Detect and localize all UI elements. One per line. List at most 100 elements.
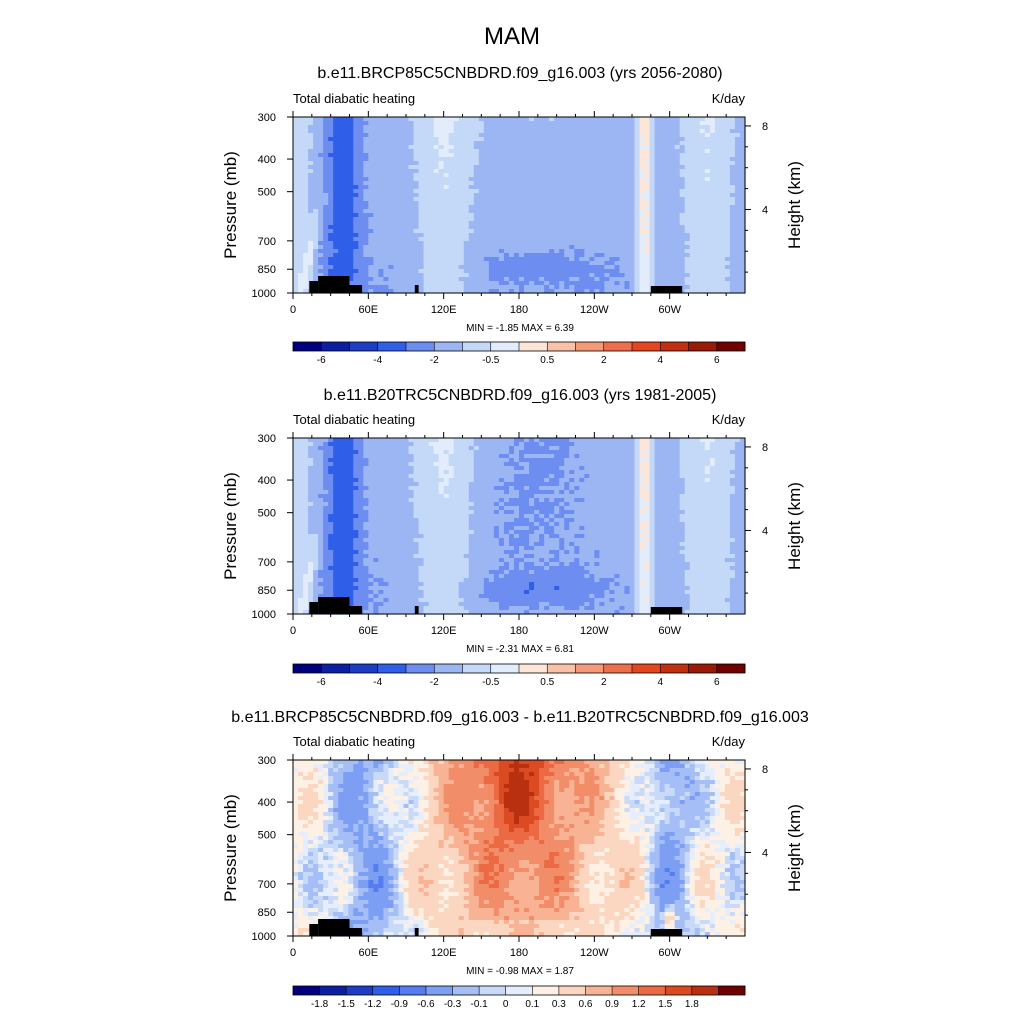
heat-cell bbox=[393, 285, 400, 290]
heat-cell bbox=[699, 145, 706, 150]
heat-cell bbox=[654, 213, 661, 218]
heat-cell bbox=[333, 157, 339, 162]
heat-cell bbox=[624, 161, 631, 166]
heat-cell bbox=[468, 209, 475, 214]
heat-cell bbox=[734, 462, 741, 467]
heat-cell bbox=[554, 153, 560, 158]
heat-cell bbox=[483, 249, 490, 254]
heat-cell bbox=[614, 133, 621, 138]
heat-cell bbox=[529, 177, 535, 182]
heat-cell bbox=[323, 458, 329, 463]
heat-cell bbox=[544, 129, 550, 134]
heat-cell bbox=[438, 169, 445, 174]
heat-cell bbox=[624, 261, 631, 266]
heat-cell bbox=[579, 209, 585, 214]
heat-cell bbox=[343, 161, 349, 166]
heat-cell bbox=[739, 193, 746, 198]
heat-cell bbox=[413, 470, 420, 475]
heat-cell bbox=[599, 446, 605, 451]
heat-cell bbox=[604, 205, 610, 210]
heat-cell bbox=[463, 462, 470, 467]
heat-cell bbox=[629, 474, 636, 479]
heat-cell bbox=[724, 454, 731, 459]
heat-cell bbox=[579, 229, 585, 234]
heat-cell bbox=[483, 161, 490, 166]
heat-cell bbox=[458, 125, 465, 130]
heat-cell bbox=[333, 129, 339, 134]
heat-cell bbox=[609, 462, 616, 467]
heat-cell bbox=[408, 129, 415, 134]
heat-cell bbox=[549, 145, 555, 150]
heat-cell bbox=[423, 125, 430, 130]
heat-cell bbox=[619, 470, 626, 475]
heat-cell bbox=[674, 438, 681, 443]
heat-cell bbox=[513, 458, 520, 463]
heat-cell bbox=[333, 209, 339, 214]
heat-cell bbox=[393, 466, 400, 471]
heat-cell bbox=[398, 177, 405, 182]
heat-cell bbox=[549, 117, 555, 122]
heat-cell bbox=[609, 249, 616, 254]
heat-cell bbox=[423, 458, 430, 463]
heat-cell bbox=[724, 181, 731, 186]
heat-cell bbox=[403, 257, 410, 262]
heat-cell bbox=[629, 221, 636, 226]
heat-cell bbox=[293, 241, 299, 246]
heat-cell bbox=[408, 209, 415, 214]
heat-cell bbox=[709, 169, 716, 174]
heat-cell bbox=[594, 141, 600, 146]
heat-cell bbox=[508, 466, 515, 471]
heat-cell bbox=[559, 438, 565, 443]
heat-cell bbox=[438, 245, 445, 250]
heat-cell bbox=[594, 209, 600, 214]
heat-cell bbox=[503, 237, 510, 242]
heat-cell bbox=[373, 442, 379, 447]
heat-cell bbox=[458, 205, 465, 210]
heat-cell bbox=[704, 185, 711, 190]
heat-cell bbox=[629, 133, 636, 138]
heat-cell bbox=[609, 265, 616, 270]
heat-cell bbox=[353, 265, 359, 270]
heat-cell bbox=[403, 229, 410, 234]
heat-cell bbox=[323, 225, 329, 230]
heat-cell bbox=[338, 470, 344, 475]
heat-cell bbox=[488, 225, 495, 230]
heat-cell bbox=[679, 229, 686, 234]
heat-cell bbox=[524, 117, 530, 122]
heat-cell bbox=[714, 169, 721, 174]
heat-cell bbox=[739, 177, 746, 182]
heat-cell bbox=[634, 281, 641, 286]
heat-cell bbox=[408, 121, 415, 126]
heat-cell bbox=[313, 169, 319, 174]
heat-cell bbox=[338, 233, 344, 238]
heat-cell bbox=[333, 141, 339, 146]
heat-cell bbox=[524, 249, 530, 254]
heat-cell bbox=[478, 133, 485, 138]
heat-cell bbox=[503, 181, 510, 186]
heat-cell bbox=[519, 209, 525, 214]
heat-cell bbox=[529, 442, 535, 447]
heat-cell bbox=[529, 466, 535, 471]
heat-cell bbox=[383, 257, 390, 262]
heat-cell bbox=[323, 209, 329, 214]
heat-cell bbox=[594, 462, 600, 467]
heat-cell bbox=[539, 165, 545, 170]
heat-cell bbox=[624, 265, 631, 270]
heat-cell bbox=[539, 153, 545, 158]
heat-cell bbox=[343, 237, 349, 242]
heat-cell bbox=[353, 249, 359, 254]
heat-cell bbox=[323, 462, 329, 467]
heat-cell bbox=[368, 281, 374, 286]
heat-cell bbox=[398, 273, 405, 278]
heat-cell bbox=[634, 462, 641, 467]
heat-cell bbox=[619, 117, 626, 122]
heat-cell bbox=[443, 241, 450, 246]
heat-cell bbox=[353, 173, 359, 178]
heat-cell bbox=[458, 466, 465, 471]
heat-cell bbox=[393, 289, 400, 294]
heat-cell bbox=[699, 165, 706, 170]
heat-cell bbox=[328, 470, 334, 475]
heat-cell bbox=[318, 454, 324, 459]
heat-cell bbox=[418, 145, 425, 150]
heat-cell bbox=[549, 257, 555, 262]
